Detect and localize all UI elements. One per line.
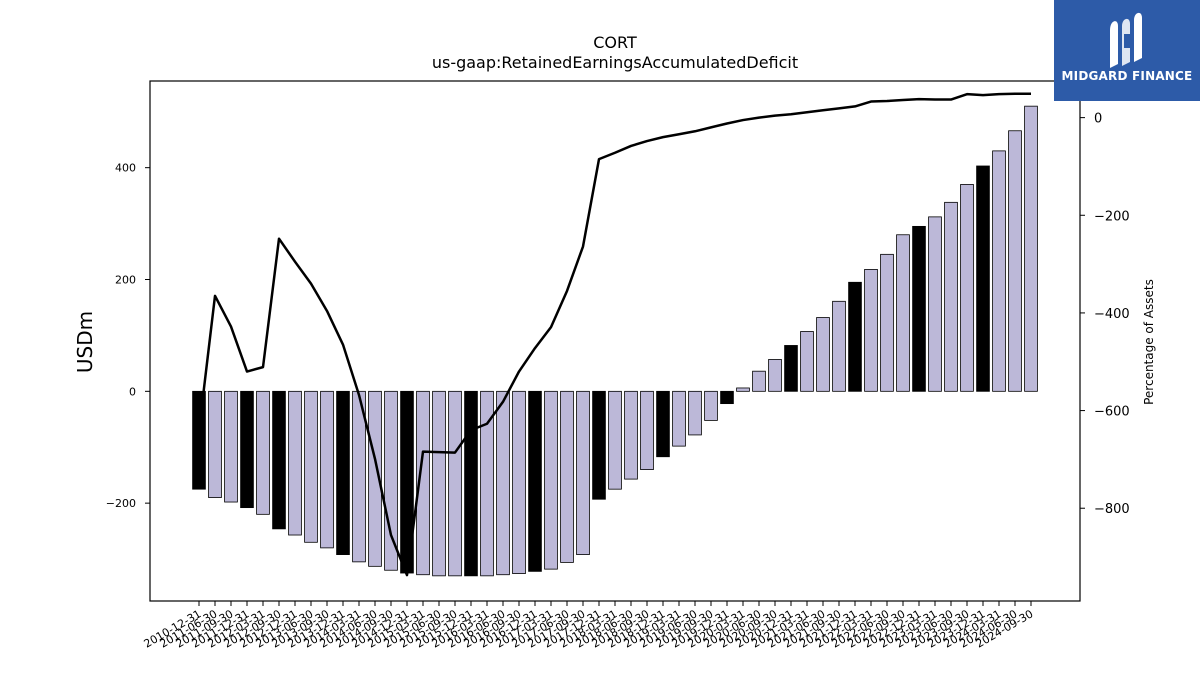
- y2-tick-label: −400: [1094, 307, 1130, 322]
- bar: [928, 216, 942, 392]
- bar: [432, 390, 446, 577]
- bar: [704, 390, 718, 421]
- y-tick-label: 0: [129, 385, 136, 398]
- y2-tick-label: −200: [1094, 209, 1130, 224]
- bar: [320, 390, 334, 549]
- bar: [976, 165, 990, 392]
- bar: [1024, 105, 1038, 392]
- bar: [880, 253, 894, 392]
- y-tick-label: −200: [106, 497, 136, 510]
- series-line: [197, 92, 1031, 577]
- bar: [912, 225, 926, 392]
- y-tick-label: 400: [115, 162, 136, 175]
- bar: [304, 390, 318, 543]
- bar: [816, 317, 830, 392]
- bar: [416, 390, 430, 576]
- y2-tick-label: −800: [1094, 502, 1130, 517]
- bar: [512, 390, 526, 575]
- y-tick-label: 200: [115, 273, 136, 286]
- bar: [592, 390, 606, 500]
- bar: [768, 359, 782, 392]
- chart-subtitle: us-gaap:RetainedEarningsAccumulatedDefic…: [432, 53, 798, 72]
- bar: [944, 201, 958, 392]
- midgard-logo-icon: [1110, 12, 1142, 68]
- bar: [256, 390, 270, 515]
- y-axis-label-right: Percentage of Assets: [1142, 279, 1156, 405]
- axes: −2000200400−800−600−400−20002010-12-3120…: [106, 80, 1130, 651]
- logo-text: MIDGARD FINANCE: [1061, 69, 1193, 83]
- y-axis-label-left: USDm: [73, 311, 97, 373]
- bar: [640, 390, 654, 471]
- bar: [544, 390, 558, 570]
- bar: [736, 387, 750, 392]
- y2-tick-label: 0: [1094, 112, 1102, 127]
- bar: [576, 390, 590, 555]
- line-series: [197, 92, 1031, 577]
- bar: [1008, 130, 1022, 392]
- bar: [464, 390, 478, 577]
- bar: [848, 281, 862, 392]
- bar: [240, 390, 254, 509]
- bar: [560, 390, 574, 563]
- bar: [672, 390, 686, 447]
- bar: [224, 390, 238, 503]
- bar: [992, 150, 1006, 392]
- bar: [752, 370, 766, 392]
- chart-title: CORT: [593, 33, 637, 52]
- bar: [448, 390, 462, 577]
- bar: [832, 300, 846, 392]
- bar: [336, 390, 350, 555]
- bar: [864, 269, 878, 392]
- bar: [192, 390, 206, 490]
- bar: [688, 390, 702, 436]
- bar: [896, 234, 910, 392]
- bar: [288, 390, 302, 536]
- bar: [784, 345, 798, 392]
- bar: [800, 331, 814, 392]
- y2-tick-label: −600: [1094, 405, 1130, 420]
- bar-series: [192, 105, 1038, 577]
- bar: [528, 390, 542, 572]
- bar: [624, 390, 638, 480]
- bar: [480, 390, 494, 577]
- bar: [272, 390, 286, 530]
- bar: [608, 390, 622, 490]
- bar: [496, 390, 510, 576]
- bar: [208, 390, 222, 498]
- bar: [368, 390, 382, 567]
- bar: [720, 390, 734, 405]
- bar: [656, 390, 670, 458]
- bar: [960, 184, 974, 392]
- brand-logo: MIDGARD FINANCE: [1054, 0, 1200, 101]
